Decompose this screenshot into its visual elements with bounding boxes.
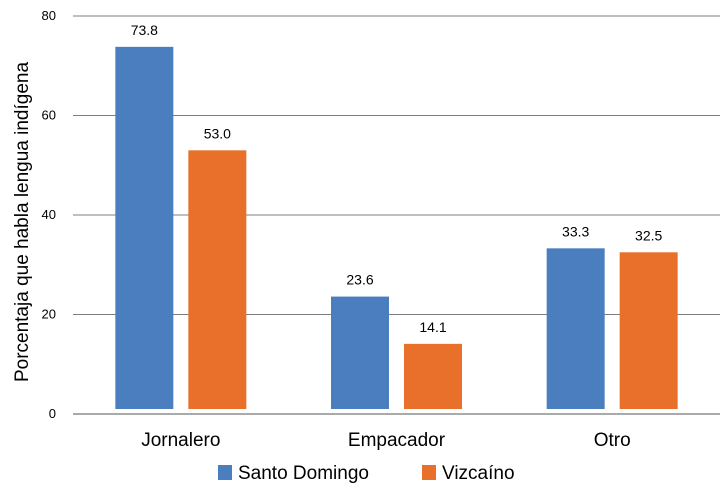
y-tick-label-40: 40	[42, 207, 56, 222]
bar-jornalero-2	[188, 150, 247, 409]
category-label-jornalero: Jornalero	[141, 430, 220, 451]
bar-jornalero-1	[115, 46, 174, 409]
bar-empacador-1	[331, 296, 389, 409]
data-label-jornalero-2: 53.0	[204, 125, 231, 141]
legend: Santo Domingo Vizcaíno	[218, 463, 515, 484]
category-label-empacador: Empacador	[348, 430, 446, 451]
data-label-empacador-1: 23.6	[346, 272, 373, 288]
data-label-jornalero-1: 73.8	[131, 22, 158, 38]
y-axis-ticks: 0 20 40 60 80	[42, 8, 56, 421]
bar-otro-2	[619, 252, 678, 409]
y-tick-label-0: 0	[49, 406, 56, 421]
y-tick-label-80: 80	[42, 8, 56, 23]
legend-label-2: Vizcaíno	[442, 463, 515, 484]
data-label-otro-1: 33.3	[562, 223, 589, 239]
legend-swatch-2	[422, 465, 436, 480]
x-axis-categories: Jornalero Empacador Otro	[141, 430, 630, 451]
category-label-otro: Otro	[594, 430, 631, 451]
y-tick-label-60: 60	[42, 108, 56, 123]
data-label-otro-2: 32.5	[635, 227, 662, 243]
bars	[115, 46, 678, 409]
legend-swatch-1	[218, 465, 232, 480]
legend-label-1: Santo Domingo	[238, 463, 369, 484]
data-labels: 73.8 53.0 23.6 14.1 33.3 32.5	[131, 22, 663, 335]
bar-empacador-2	[404, 343, 462, 409]
bar-otro-1	[546, 248, 605, 409]
data-label-empacador-2: 14.1	[419, 319, 446, 335]
y-axis-label: Porcentaja que habla lengua indígena	[12, 62, 33, 383]
gridlines	[73, 15, 720, 415]
y-tick-label-20: 20	[42, 307, 56, 322]
